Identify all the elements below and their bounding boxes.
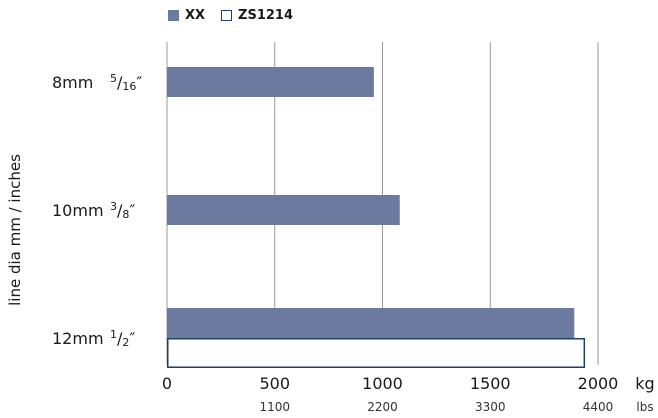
x-tick-label-500: 500 <box>259 374 290 393</box>
legend-label-xx: XX <box>185 8 206 23</box>
category-label-8mm: 8mm <box>52 73 93 92</box>
legend-swatch-xx <box>168 10 179 21</box>
legend-label-zs1214: ZS1214 <box>238 8 294 23</box>
category-label-10mm: 10mm <box>52 201 104 220</box>
x-secondary-tick-2200: 2200 <box>367 400 398 414</box>
x-tick-label-0: 0 <box>162 374 172 393</box>
y-axis-label: line dia mm / inches <box>6 154 24 306</box>
legend: XX ZS1214 <box>168 8 309 23</box>
legend-item-xx: XX <box>168 8 205 23</box>
x-secondary-unit-label: lbs <box>636 400 653 414</box>
category-label-12mm: 12mm <box>52 329 104 348</box>
bar-xx-8mm <box>167 67 374 97</box>
bar-xx-12mm <box>167 308 575 338</box>
x-tick-label-2000: 2000 <box>578 374 619 393</box>
bar-xx-10mm <box>167 195 400 225</box>
x-secondary-tick-3300: 3300 <box>475 400 506 414</box>
x-unit-label: kg <box>635 374 654 393</box>
bar-zs1214-12mm <box>167 338 586 368</box>
legend-swatch-zs1214 <box>221 10 233 21</box>
legend-item-zs1214: ZS1214 <box>221 8 293 23</box>
x-secondary-tick-1100: 1100 <box>259 400 290 414</box>
inch-label-10mm: 3/8″ <box>110 200 135 221</box>
x-tick-label-1000: 1000 <box>362 374 403 393</box>
inch-label-12mm: 1/2″ <box>110 328 135 349</box>
x-secondary-tick-4400: 4400 <box>583 400 614 414</box>
inch-label-8mm: 5/16″ <box>110 72 142 93</box>
x-tick-label-1500: 1500 <box>470 374 511 393</box>
